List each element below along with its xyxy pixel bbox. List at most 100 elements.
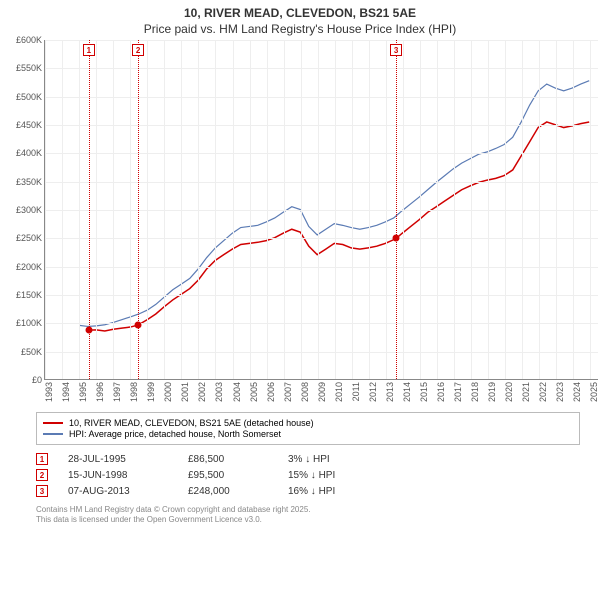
gridline-h bbox=[45, 267, 598, 268]
x-tick-label: 1994 bbox=[61, 382, 71, 402]
x-tick-label: 2013 bbox=[385, 382, 395, 402]
y-tick-label: £150K bbox=[16, 290, 42, 300]
gridline-v bbox=[471, 40, 472, 379]
gridline-v bbox=[130, 40, 131, 379]
gridline-v bbox=[301, 40, 302, 379]
gridline-h bbox=[45, 323, 598, 324]
gridline-v bbox=[62, 40, 63, 379]
x-tick-label: 2014 bbox=[402, 382, 412, 402]
sale-date: 15-JUN-1998 bbox=[68, 470, 168, 481]
gridline-h bbox=[45, 210, 598, 211]
y-tick-label: £350K bbox=[16, 177, 42, 187]
gridline-v bbox=[420, 40, 421, 379]
sale-delta: 3% ↓ HPI bbox=[288, 454, 368, 465]
gridline-v bbox=[369, 40, 370, 379]
y-tick-label: £550K bbox=[16, 63, 42, 73]
x-tick-label: 2025 bbox=[589, 382, 599, 402]
footer-line-1: Contains HM Land Registry data © Crown c… bbox=[36, 505, 580, 515]
legend-label: 10, RIVER MEAD, CLEVEDON, BS21 5AE (deta… bbox=[69, 418, 314, 428]
gridline-v bbox=[437, 40, 438, 379]
sale-date: 28-JUL-1995 bbox=[68, 454, 168, 465]
gridline-h bbox=[45, 238, 598, 239]
legend-swatch bbox=[43, 422, 63, 424]
gridline-v bbox=[215, 40, 216, 379]
gridline-v bbox=[79, 40, 80, 379]
x-tick-label: 2018 bbox=[470, 382, 480, 402]
y-tick-label: £0 bbox=[32, 375, 42, 385]
sale-marker-dot bbox=[135, 321, 142, 328]
sale-row: 1 28-JUL-1995 £86,500 3% ↓ HPI bbox=[36, 453, 580, 465]
gridline-v bbox=[164, 40, 165, 379]
gridline-v bbox=[198, 40, 199, 379]
gridline-h bbox=[45, 153, 598, 154]
x-axis: 1993199419951996199719981999200020012002… bbox=[44, 380, 598, 410]
gridline-v bbox=[318, 40, 319, 379]
chart-container: 10, RIVER MEAD, CLEVEDON, BS21 5AE Price… bbox=[0, 0, 600, 526]
gridline-h bbox=[45, 182, 598, 183]
sale-marker-line bbox=[396, 40, 397, 379]
legend: 10, RIVER MEAD, CLEVEDON, BS21 5AE (deta… bbox=[36, 412, 580, 445]
sale-marker-dot bbox=[85, 326, 92, 333]
gridline-v bbox=[96, 40, 97, 379]
x-tick-label: 2017 bbox=[453, 382, 463, 402]
x-tick-label: 2012 bbox=[368, 382, 378, 402]
x-tick-label: 1998 bbox=[129, 382, 139, 402]
gridline-h bbox=[45, 40, 598, 41]
y-tick-label: £500K bbox=[16, 92, 42, 102]
x-tick-label: 1993 bbox=[44, 382, 54, 402]
x-tick-label: 2016 bbox=[436, 382, 446, 402]
x-tick-label: 1995 bbox=[78, 382, 88, 402]
gridline-v bbox=[181, 40, 182, 379]
sale-row-marker: 3 bbox=[36, 485, 48, 497]
sale-date: 07-AUG-2013 bbox=[68, 486, 168, 497]
gridline-v bbox=[250, 40, 251, 379]
gridline-v bbox=[403, 40, 404, 379]
y-tick-label: £300K bbox=[16, 205, 42, 215]
x-tick-label: 2023 bbox=[555, 382, 565, 402]
legend-label: HPI: Average price, detached house, Nort… bbox=[69, 429, 281, 439]
gridline-v bbox=[386, 40, 387, 379]
gridline-v bbox=[573, 40, 574, 379]
sale-price: £95,500 bbox=[188, 470, 268, 481]
x-tick-label: 2006 bbox=[266, 382, 276, 402]
plot-area: £0£50K£100K£150K£200K£250K£300K£350K£400… bbox=[8, 40, 600, 410]
x-tick-label: 2020 bbox=[504, 382, 514, 402]
sale-marker-dot bbox=[393, 235, 400, 242]
sale-row-marker: 1 bbox=[36, 453, 48, 465]
gridline-h bbox=[45, 295, 598, 296]
chart-title-1: 10, RIVER MEAD, CLEVEDON, BS21 5AE bbox=[0, 6, 600, 20]
gridline-h bbox=[45, 125, 598, 126]
x-tick-label: 2007 bbox=[283, 382, 293, 402]
y-tick-label: £400K bbox=[16, 148, 42, 158]
sale-marker-box: 1 bbox=[83, 44, 95, 56]
y-tick-label: £100K bbox=[16, 318, 42, 328]
sale-price: £248,000 bbox=[188, 486, 268, 497]
footer-line-2: This data is licensed under the Open Gov… bbox=[36, 515, 580, 525]
x-tick-label: 2010 bbox=[334, 382, 344, 402]
sale-delta: 16% ↓ HPI bbox=[288, 486, 368, 497]
y-tick-label: £200K bbox=[16, 262, 42, 272]
y-tick-label: £600K bbox=[16, 35, 42, 45]
chart-titles: 10, RIVER MEAD, CLEVEDON, BS21 5AE Price… bbox=[0, 0, 600, 40]
sale-delta: 15% ↓ HPI bbox=[288, 470, 368, 481]
gridline-v bbox=[522, 40, 523, 379]
x-tick-label: 1997 bbox=[112, 382, 122, 402]
gridline-v bbox=[233, 40, 234, 379]
gridline-v bbox=[539, 40, 540, 379]
plot: 123 bbox=[44, 40, 598, 380]
x-tick-label: 2002 bbox=[197, 382, 207, 402]
x-tick-label: 2005 bbox=[249, 382, 259, 402]
x-tick-label: 2009 bbox=[317, 382, 327, 402]
gridline-h bbox=[45, 352, 598, 353]
sale-price: £86,500 bbox=[188, 454, 268, 465]
y-tick-label: £250K bbox=[16, 233, 42, 243]
gridline-h bbox=[45, 97, 598, 98]
x-tick-label: 2011 bbox=[351, 382, 361, 401]
x-tick-label: 2019 bbox=[487, 382, 497, 402]
gridline-v bbox=[352, 40, 353, 379]
chart-title-2: Price paid vs. HM Land Registry's House … bbox=[0, 22, 600, 36]
sales-table: 128-JUL-1995£86,5003% ↓ HPI215-JUN-1998£… bbox=[36, 453, 580, 497]
gridline-v bbox=[113, 40, 114, 379]
x-tick-label: 2022 bbox=[538, 382, 548, 402]
gridline-v bbox=[45, 40, 46, 379]
